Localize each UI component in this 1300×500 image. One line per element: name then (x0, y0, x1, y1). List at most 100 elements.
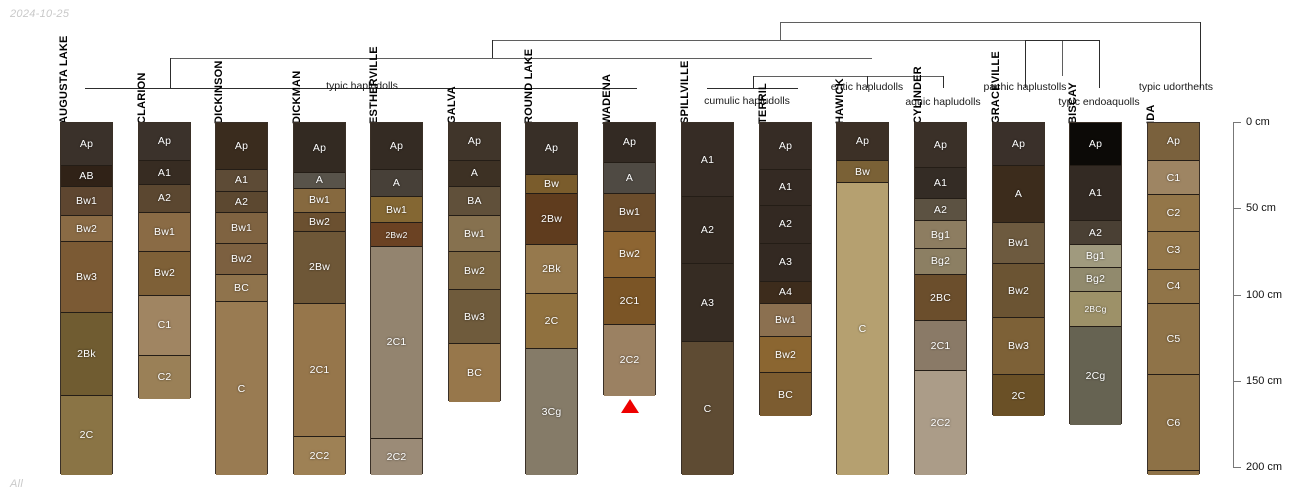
profile-column[interactable]: Ap Bw C (836, 122, 889, 475)
soil-horizon[interactable]: Ap (837, 123, 888, 161)
soil-horizon[interactable]: 2C2 (294, 436, 345, 475)
soil-horizon[interactable]: Bw2 (449, 252, 500, 291)
soil-horizon[interactable]: C2 (139, 355, 190, 399)
soil-horizon[interactable]: Bw1 (294, 188, 345, 213)
soil-horizon[interactable]: 2C (993, 374, 1044, 417)
profile-column[interactable]: Ap A BA Bw1 Bw2 Bw3 BC (448, 122, 501, 403)
profile-column[interactable]: Ap A Bw1 Bw2 Bw3 2C (992, 122, 1045, 417)
soil-horizon[interactable]: C3 (1148, 231, 1199, 270)
soil-horizon[interactable]: 2C1 (294, 304, 345, 437)
soil-horizon[interactable]: A2 (139, 185, 190, 213)
soil-horizon[interactable]: 2C1 (604, 278, 655, 325)
soil-horizon[interactable]: Ap (216, 123, 267, 170)
profile-column[interactable]: Ap A1 A2 Bw1 Bw2 BC C (215, 122, 268, 475)
soil-horizon[interactable]: 2Bk (61, 312, 112, 396)
soil-horizon[interactable]: C4 (1148, 269, 1199, 305)
profile-column[interactable]: Ap A1 A2 Bg1 Bg2 2BC 2C1 2C2 (914, 122, 967, 475)
soil-horizon[interactable]: Bg2 (915, 248, 966, 275)
soil-horizon[interactable]: Ap (993, 123, 1044, 167)
soil-horizon[interactable]: Bw1 (61, 186, 112, 217)
soil-horizon[interactable]: Bw2 (61, 216, 112, 243)
soil-horizon[interactable]: Bw1 (760, 304, 811, 337)
soil-horizon[interactable]: Bw3 (449, 290, 500, 344)
soil-horizon[interactable]: Bw2 (139, 252, 190, 296)
soil-horizon[interactable]: 2C2 (915, 371, 966, 475)
soil-horizon[interactable]: A1 (139, 160, 190, 186)
soil-horizon[interactable]: A2 (760, 205, 811, 244)
soil-horizon[interactable]: 2BCg (1070, 292, 1121, 327)
soil-horizon[interactable]: Ap (61, 123, 112, 167)
profile-column[interactable]: Ap A Bw1 Bw2 2Bw 2C1 2C2 (293, 122, 346, 475)
soil-horizon[interactable]: C5 (1148, 304, 1199, 375)
soil-horizon[interactable]: 2Bw (526, 193, 577, 246)
soil-horizon[interactable]: Bw1 (139, 212, 190, 253)
soil-horizon[interactable]: 3Cg (526, 348, 577, 475)
soil-horizon[interactable]: A1 (216, 169, 267, 192)
soil-horizon[interactable]: BC (449, 343, 500, 403)
soil-horizon[interactable]: Bw1 (449, 216, 500, 253)
soil-horizon[interactable]: Ap (139, 123, 190, 161)
soil-horizon[interactable]: Bw2 (294, 212, 345, 232)
soil-horizon[interactable]: C2 (1148, 195, 1199, 232)
soil-horizon[interactable]: A (449, 160, 500, 187)
soil-horizon[interactable]: A3 (760, 243, 811, 282)
soil-horizon[interactable]: C1 (1148, 160, 1199, 196)
soil-horizon[interactable]: 2Bk (526, 245, 577, 294)
soil-horizon[interactable]: Ap (449, 123, 500, 161)
soil-horizon[interactable]: 2C (526, 293, 577, 349)
soil-horizon[interactable]: Bg1 (1070, 245, 1121, 268)
soil-horizon[interactable]: Bg2 (1070, 267, 1121, 293)
soil-horizon[interactable]: Bw2 (604, 231, 655, 279)
soil-horizon[interactable]: Bw1 (216, 212, 267, 244)
soil-horizon[interactable]: 2BC (915, 274, 966, 322)
soil-horizon[interactable]: Bw1 (604, 193, 655, 232)
soil-horizon[interactable]: Bw (526, 174, 577, 194)
soil-horizon[interactable]: 2C1 (371, 247, 422, 439)
soil-horizon[interactable]: Bw1 (371, 197, 422, 224)
soil-horizon[interactable]: A1 (1070, 166, 1121, 222)
soil-horizon[interactable]: Bw3 (61, 242, 112, 313)
profile-column[interactable]: Ap A Bw1 2Bw2 2C1 2C2 (370, 122, 423, 475)
profile-column[interactable]: Ap A1 A2 A3 A4 Bw1 Bw2 BC (759, 122, 812, 417)
soil-horizon[interactable]: Ap (526, 123, 577, 175)
soil-horizon[interactable]: C1 (139, 295, 190, 356)
profile-column[interactable]: Ap A1 A2 Bw1 Bw2 C1 C2 (138, 122, 191, 399)
soil-horizon[interactable]: BA (449, 186, 500, 217)
soil-horizon[interactable]: A4 (760, 281, 811, 305)
soil-horizon[interactable] (1148, 471, 1199, 475)
soil-horizon[interactable]: 2C1 (915, 321, 966, 372)
soil-horizon[interactable]: AB (61, 166, 112, 187)
soil-horizon[interactable]: A (993, 166, 1044, 224)
soil-horizon[interactable]: A2 (682, 197, 733, 265)
soil-horizon[interactable]: BC (760, 373, 811, 417)
soil-horizon[interactable]: 2Bw (294, 231, 345, 305)
profile-column[interactable]: Ap AB Bw1 Bw2 Bw3 2Bk 2C (60, 122, 113, 475)
soil-horizon[interactable]: C (837, 183, 888, 475)
soil-horizon[interactable]: 2C2 (371, 438, 422, 475)
profile-column[interactable]: Ap A1 A2 Bg1 Bg2 2BCg 2Cg (1069, 122, 1122, 425)
soil-horizon[interactable]: A (604, 162, 655, 194)
profile-column[interactable]: A1 A2 A3 C (681, 122, 734, 475)
soil-horizon[interactable]: 2C2 (604, 324, 655, 396)
soil-horizon[interactable]: Ap (1148, 123, 1199, 161)
soil-horizon[interactable]: C6 (1148, 374, 1199, 472)
soil-horizon[interactable]: A1 (682, 123, 733, 198)
soil-horizon[interactable]: Ap (1070, 123, 1121, 167)
soil-horizon[interactable]: A1 (760, 169, 811, 206)
soil-horizon[interactable]: 2Bw2 (371, 223, 422, 248)
soil-horizon[interactable]: Ap (294, 123, 345, 174)
soil-horizon[interactable]: Bw2 (760, 336, 811, 374)
soil-horizon[interactable]: C (216, 302, 267, 475)
profile-column[interactable]: Ap Bw 2Bw 2Bk 2C 3Cg (525, 122, 578, 475)
soil-horizon[interactable]: BC (216, 274, 267, 303)
soil-horizon[interactable]: Bw2 (993, 264, 1044, 318)
soil-horizon[interactable]: A1 (915, 167, 966, 199)
soil-horizon[interactable]: A2 (216, 192, 267, 213)
soil-horizon[interactable]: 2Cg (1070, 326, 1121, 425)
soil-horizon[interactable]: C (682, 342, 733, 475)
soil-horizon[interactable]: Bg1 (915, 221, 966, 249)
soil-horizon[interactable]: 2C (61, 395, 112, 475)
profile-column[interactable]: Ap C1 C2 C3 C4 C5 C6 (1147, 122, 1200, 475)
soil-horizon[interactable]: Ap (371, 123, 422, 170)
soil-horizon[interactable]: A (294, 173, 345, 189)
